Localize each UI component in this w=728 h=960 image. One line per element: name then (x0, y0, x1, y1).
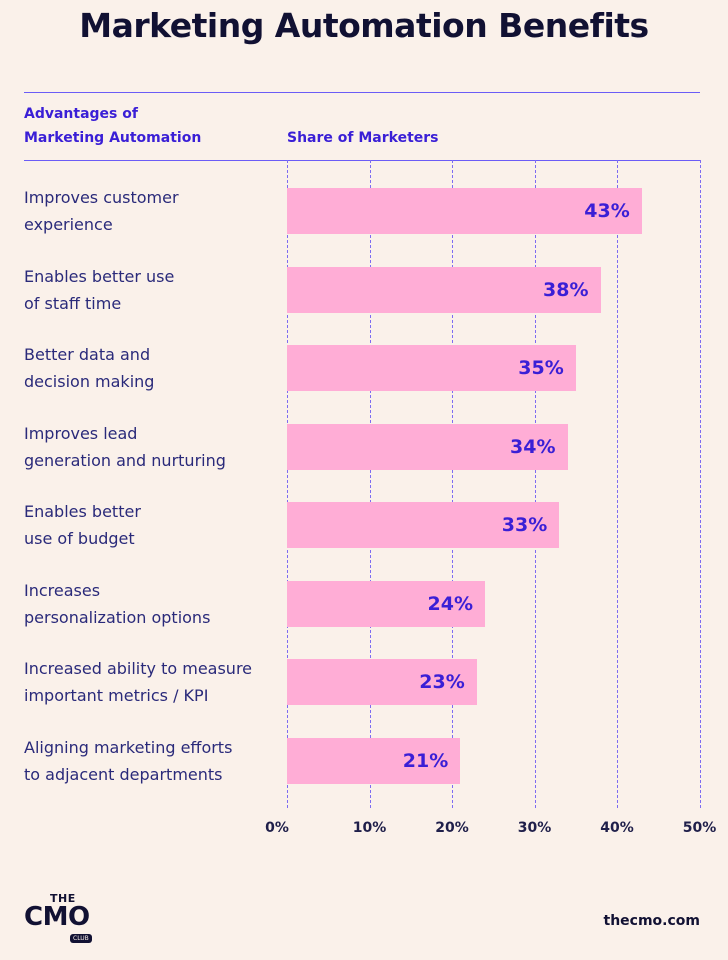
bar-value-label: 23% (419, 671, 465, 693)
bar (287, 266, 601, 313)
category-label: Enables better use of staff time (24, 266, 175, 313)
x-tick-label: 50% (682, 820, 717, 836)
cmo-club-logo: THE CMO CLUB (24, 892, 114, 944)
category-axis-header-line2: Marketing Automation (24, 130, 202, 146)
bar-value-label: 24% (427, 592, 473, 615)
x-tick-label: 40% (600, 820, 634, 836)
gridline (452, 160, 453, 808)
gridline (287, 160, 288, 808)
bar (287, 659, 477, 705)
bar (287, 423, 568, 470)
category-label: Aligning marketing efforts to adjacent de… (24, 737, 233, 784)
bar (287, 502, 560, 548)
gridline (617, 160, 618, 808)
bar (287, 345, 576, 391)
x-tick-label: 20% (435, 820, 469, 836)
bar-value-label: 34% (510, 435, 556, 458)
bar (287, 580, 485, 627)
bar-value-label: 21% (402, 749, 449, 772)
logo-text-the: THE (50, 892, 76, 905)
header-bottom-rule (24, 160, 700, 161)
header-top-rule (24, 92, 700, 93)
bar-value-label: 33% (501, 514, 548, 536)
category-label: Increased ability to measure important me… (24, 659, 253, 705)
category-label: Enables better use of budget (24, 502, 141, 548)
x-tick-label: 0% (265, 820, 289, 836)
bar (287, 737, 461, 784)
chart-title: Marketing Automation Benefits (79, 6, 649, 45)
logo-text-club: CLUB (70, 934, 92, 943)
gridline (534, 160, 536, 808)
bar-value-label: 38% (543, 278, 589, 301)
category-label: Better data and decision making (24, 345, 155, 391)
category-axis-header: Advantages of Marketing Automation (24, 102, 244, 150)
x-tick-label: 10% (352, 820, 387, 836)
value-axis-header: Share of Marketers (287, 130, 439, 146)
category-label: Increases personalization options (24, 580, 211, 627)
bar-value-label: 35% (518, 357, 564, 379)
x-tick-label: 30% (517, 820, 552, 836)
bar (287, 188, 642, 234)
logo-text-cmo: CMO (24, 902, 90, 932)
category-axis-header-line1: Advantages of (24, 106, 138, 122)
site-url: thecmo.com (603, 913, 700, 929)
category-label: Improves lead generation and nurturing (24, 423, 226, 470)
bar-value-label: 43% (584, 200, 630, 222)
gridline (699, 160, 701, 808)
gridline (369, 160, 371, 808)
category-label: Improves customer experience (24, 188, 179, 234)
